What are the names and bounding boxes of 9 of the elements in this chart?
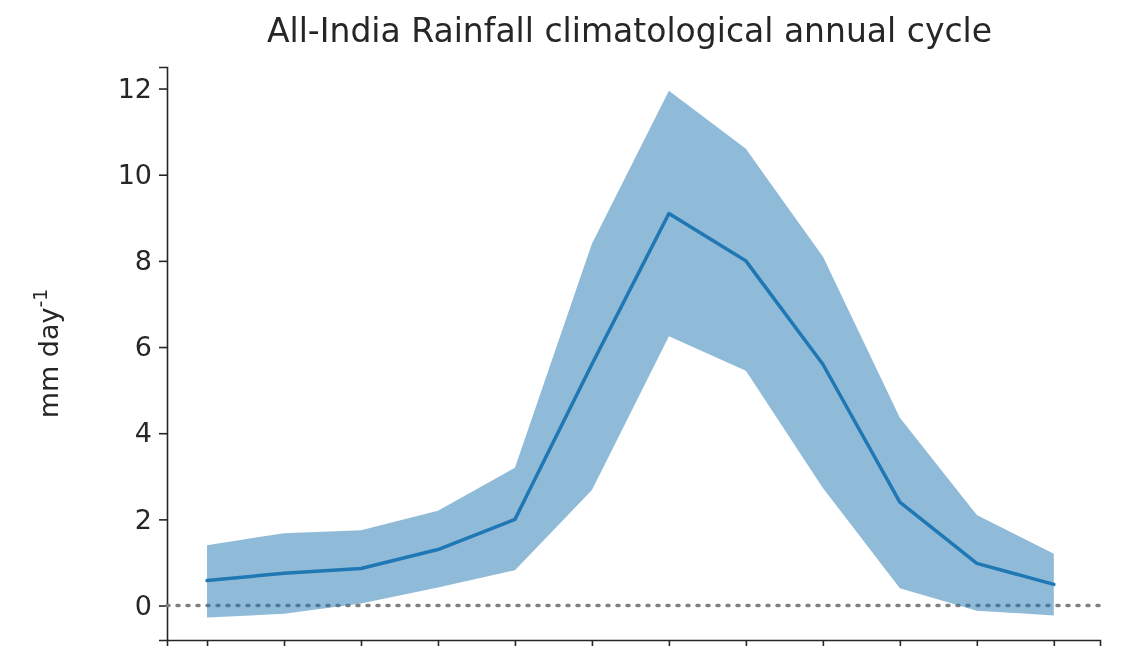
y-tick-label: 2 (134, 503, 152, 535)
y-tick-label: 0 (134, 589, 152, 621)
y-tick-label: 8 (134, 245, 152, 277)
y-tick-label: 12 (117, 72, 152, 104)
line-series (205, 211, 1056, 587)
chart-title: All-India Rainfall climatological annual cycle (266, 11, 993, 50)
y-tick-label: 10 (117, 158, 152, 190)
y-tick-label: 4 (134, 417, 152, 449)
y-tick-label: 6 (134, 331, 152, 363)
